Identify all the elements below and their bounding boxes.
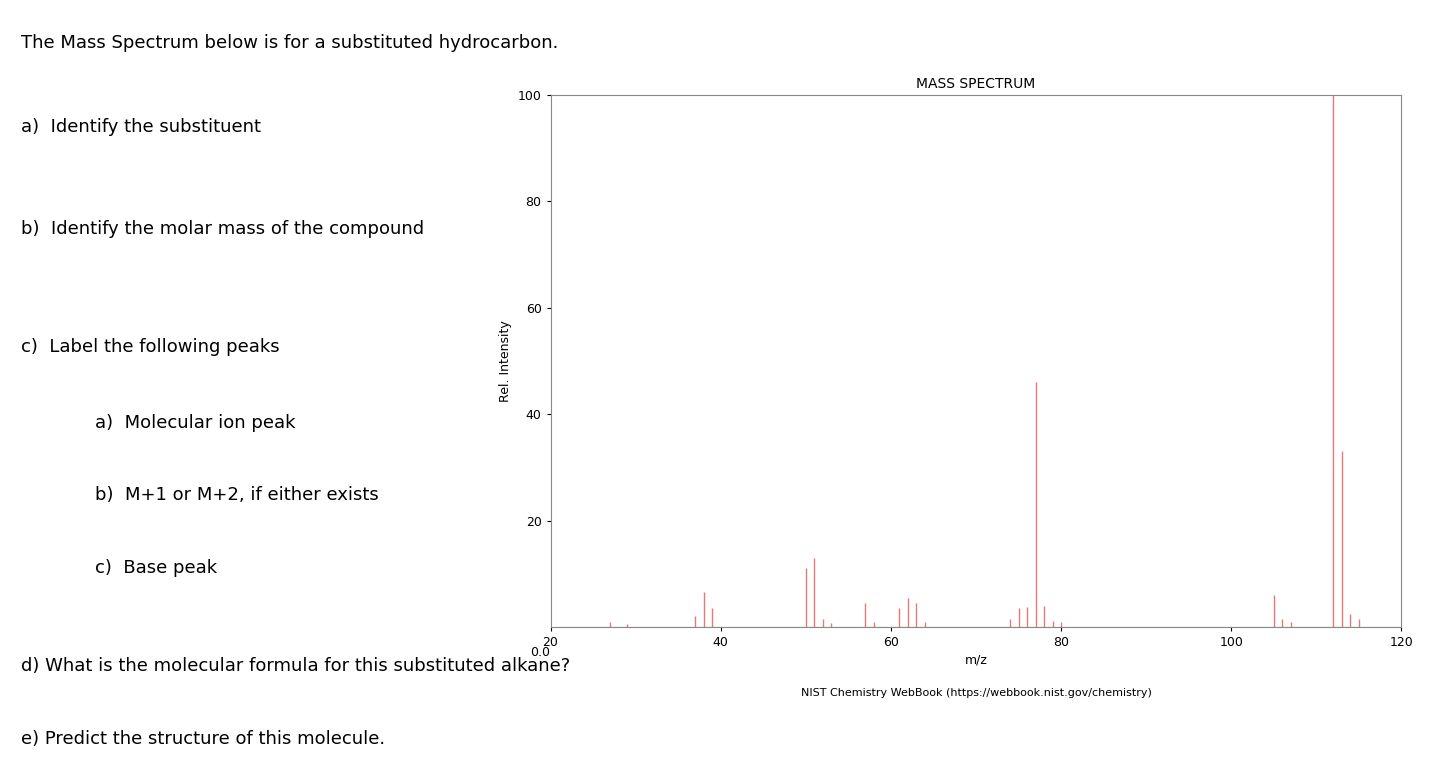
Text: c)  Label the following peaks: c) Label the following peaks bbox=[21, 338, 280, 356]
Text: b)  Identify the molar mass of the compound: b) Identify the molar mass of the compou… bbox=[21, 220, 425, 239]
Text: a)  Identify the substituent: a) Identify the substituent bbox=[21, 118, 262, 136]
Title: MASS SPECTRUM: MASS SPECTRUM bbox=[917, 77, 1035, 91]
Text: NIST Chemistry WebBook (https://webbook.nist.gov/chemistry): NIST Chemistry WebBook (https://webbook.… bbox=[801, 688, 1151, 698]
Text: b)  M+1 or M+2, if either exists: b) M+1 or M+2, if either exists bbox=[72, 486, 379, 505]
Y-axis label: Rel. Intensity: Rel. Intensity bbox=[499, 320, 512, 402]
Text: c)  Base peak: c) Base peak bbox=[72, 559, 216, 577]
Text: a)  Molecular ion peak: a) Molecular ion peak bbox=[72, 414, 295, 432]
X-axis label: m/z: m/z bbox=[965, 653, 987, 667]
Text: d) What is the molecular formula for this substituted alkane?: d) What is the molecular formula for thi… bbox=[21, 657, 571, 676]
Text: 0.0: 0.0 bbox=[531, 646, 551, 659]
Text: The Mass Spectrum below is for a substituted hydrocarbon.: The Mass Spectrum below is for a substit… bbox=[21, 34, 559, 52]
Text: e) Predict the structure of this molecule.: e) Predict the structure of this molecul… bbox=[21, 730, 386, 748]
